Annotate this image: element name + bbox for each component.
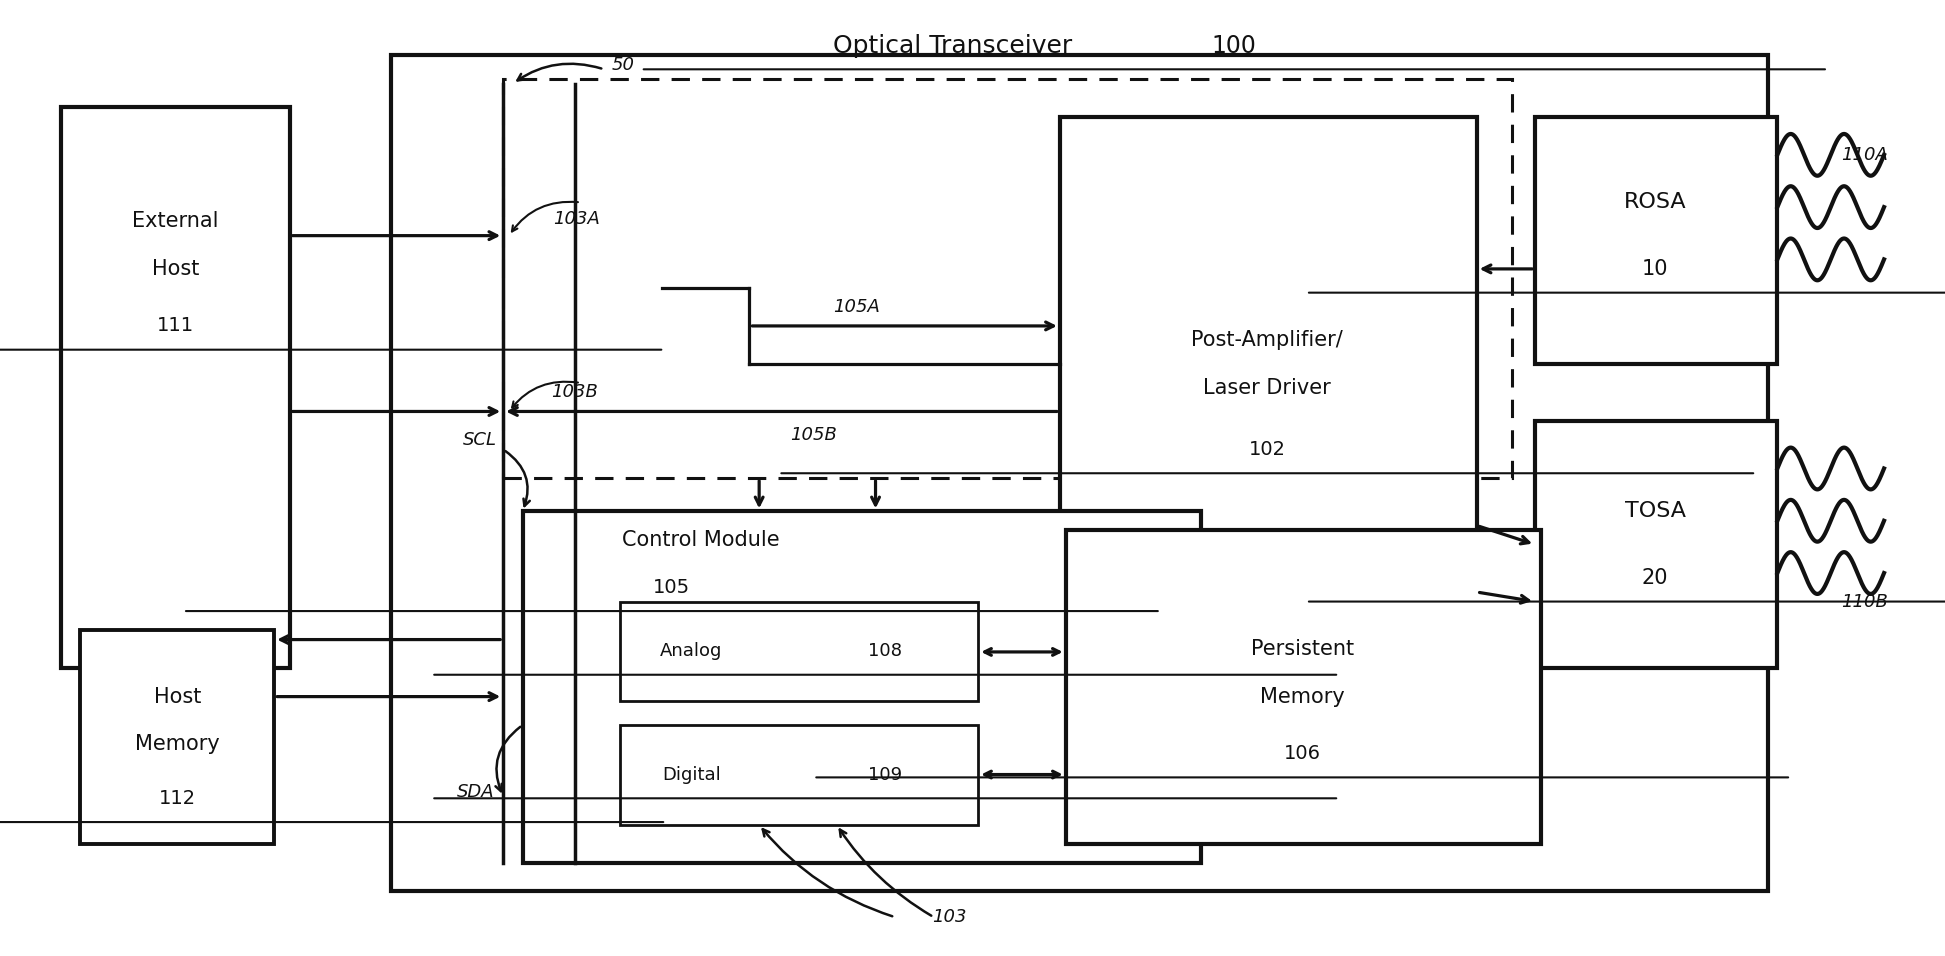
- Text: Host: Host: [152, 259, 198, 279]
- Text: 20: 20: [1642, 568, 1669, 588]
- Text: Laser Driver: Laser Driver: [1204, 378, 1330, 398]
- Bar: [523, 511, 1202, 863]
- Text: 110A: 110A: [1842, 146, 1889, 163]
- Text: Memory: Memory: [134, 734, 220, 754]
- Bar: [391, 55, 1768, 891]
- Text: Memory: Memory: [1260, 686, 1344, 706]
- Text: 112: 112: [159, 789, 196, 808]
- Text: Persistent: Persistent: [1251, 639, 1354, 659]
- Text: 102: 102: [1249, 440, 1286, 459]
- Text: Control Module: Control Module: [622, 530, 780, 550]
- Text: ROSA: ROSA: [1624, 192, 1686, 212]
- Text: Host: Host: [154, 686, 200, 706]
- Text: 110B: 110B: [1842, 593, 1889, 611]
- Text: 111: 111: [158, 316, 195, 336]
- Text: 103A: 103A: [554, 210, 601, 228]
- Bar: [504, 78, 1511, 478]
- Text: 105B: 105B: [790, 426, 836, 445]
- Bar: [80, 630, 274, 844]
- Bar: [1535, 117, 1778, 364]
- Text: 50: 50: [613, 55, 634, 74]
- Text: 105A: 105A: [832, 298, 879, 315]
- Text: TOSA: TOSA: [1624, 501, 1686, 521]
- Bar: [620, 601, 978, 702]
- Bar: [1535, 421, 1778, 668]
- Text: Analog: Analog: [659, 642, 722, 660]
- Text: 103B: 103B: [552, 383, 599, 402]
- Text: 100: 100: [1212, 33, 1256, 57]
- Text: 10: 10: [1642, 259, 1669, 279]
- Text: SDA: SDA: [457, 783, 494, 800]
- Text: 103: 103: [932, 908, 967, 926]
- Bar: [620, 725, 978, 825]
- Text: Optical Transceiver: Optical Transceiver: [834, 33, 1074, 57]
- Bar: [1060, 117, 1476, 601]
- Text: 106: 106: [1284, 744, 1321, 763]
- Text: External: External: [132, 211, 218, 231]
- Text: Post-Amplifier/: Post-Amplifier/: [1192, 330, 1344, 350]
- Text: 109: 109: [867, 766, 902, 784]
- Text: SCL: SCL: [463, 431, 496, 449]
- Text: 105: 105: [654, 577, 690, 597]
- Bar: [1066, 531, 1540, 844]
- Bar: [60, 107, 290, 668]
- Text: Digital: Digital: [661, 766, 722, 784]
- Text: 108: 108: [867, 642, 902, 660]
